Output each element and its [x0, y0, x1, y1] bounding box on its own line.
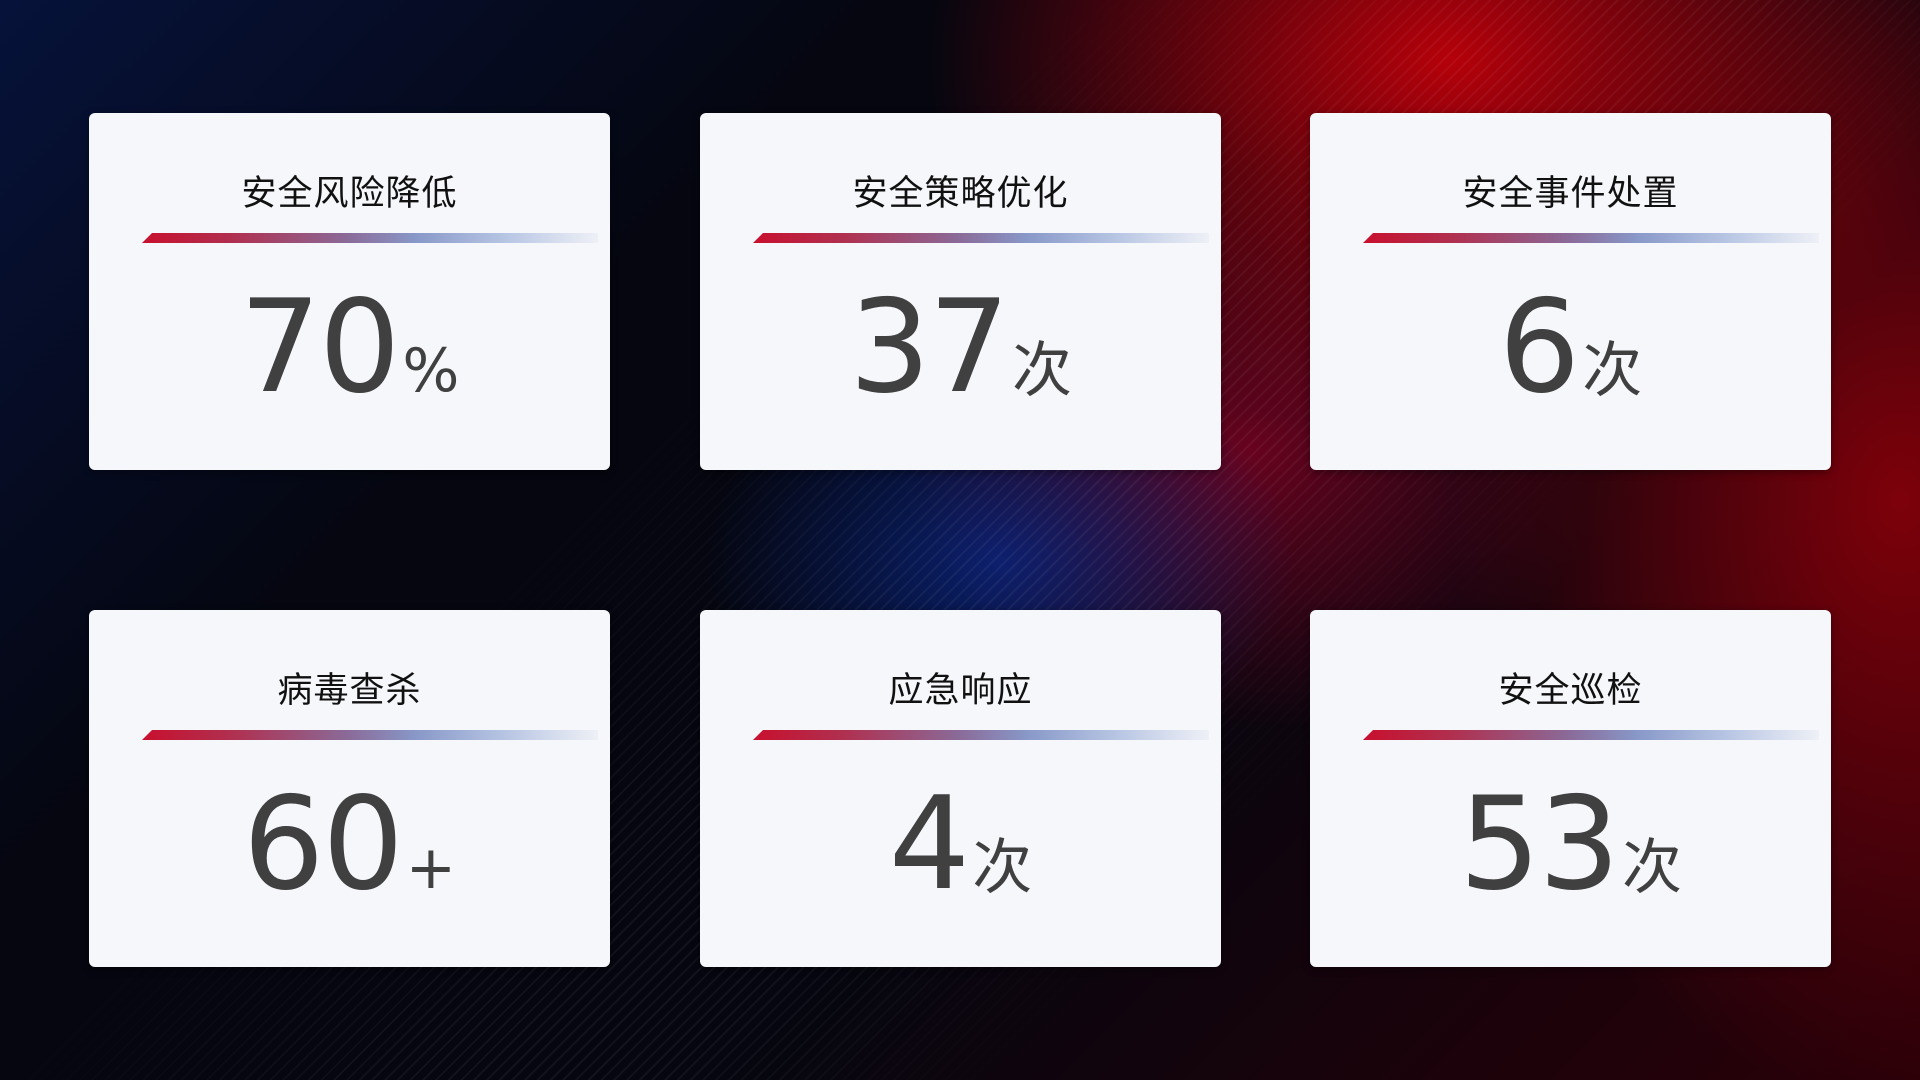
value-number: 53	[1459, 770, 1620, 919]
card-value: 37次	[700, 273, 1221, 422]
value-number: 4	[888, 770, 970, 919]
card-value: 70%	[89, 273, 610, 422]
stat-card-virus-removal: 病毒查杀 60+	[89, 610, 610, 967]
gradient-divider	[753, 233, 1209, 243]
card-title: 应急响应	[888, 671, 1033, 711]
card-title: 安全策略优化	[852, 174, 1069, 214]
gradient-divider	[1363, 233, 1819, 243]
gradient-divider	[753, 730, 1209, 740]
card-value: 53次	[1310, 770, 1831, 919]
gradient-divider	[142, 730, 598, 740]
value-unit: %	[402, 336, 460, 406]
value-number: 6	[1498, 273, 1580, 422]
card-title: 病毒查杀	[277, 671, 422, 711]
stat-card-security-patrol: 安全巡检 53次	[1310, 610, 1831, 967]
value-unit: 次	[1621, 833, 1682, 903]
stat-card-risk-reduction: 安全风险降低 70%	[89, 113, 610, 470]
card-value: 4次	[700, 770, 1221, 919]
value-unit: 次	[1011, 336, 1072, 406]
card-title: 安全风险降低	[241, 174, 458, 214]
card-value: 60+	[89, 770, 610, 919]
stat-card-incident-handling: 安全事件处置 6次	[1310, 113, 1831, 470]
card-title: 安全事件处置	[1462, 174, 1679, 214]
card-title: 安全巡检	[1498, 671, 1643, 711]
stat-card-policy-optimization: 安全策略优化 37次	[700, 113, 1221, 470]
stat-card-emergency-response: 应急响应 4次	[700, 610, 1221, 967]
value-number: 70	[239, 273, 401, 422]
gradient-divider	[1363, 730, 1819, 740]
value-unit: 次	[972, 833, 1033, 903]
gradient-divider	[142, 233, 598, 243]
value-unit: +	[405, 833, 457, 903]
value-number: 37	[849, 273, 1010, 422]
value-unit: 次	[1582, 336, 1643, 406]
value-number: 60	[242, 770, 404, 919]
card-value: 6次	[1310, 273, 1831, 422]
